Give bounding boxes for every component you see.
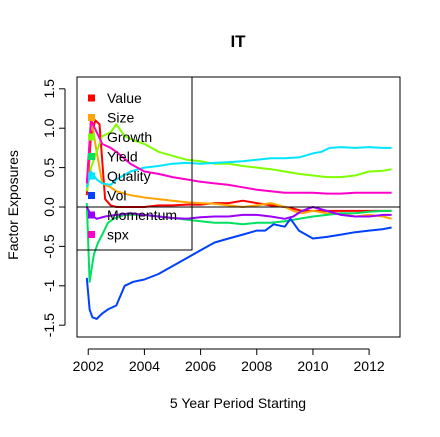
x-tick-label: 2012 (354, 358, 385, 374)
x-tick-label: 2004 (129, 358, 160, 374)
x-axis-label: 5 Year Period Starting (170, 395, 306, 411)
x-tick-label: 2008 (241, 358, 272, 374)
x-tick-label: 2002 (73, 358, 104, 374)
y-axis-label: Factor Exposures (5, 150, 21, 260)
legend: Value Size Growth Yield Quality Vol Momentum sp… (76, 76, 193, 251)
legend-label-size: Size (107, 110, 134, 126)
series-line-vol (85, 217, 392, 320)
legend-label-yield: Yield (107, 149, 138, 165)
series-line-spx (85, 119, 392, 195)
legend-label-vol: Vol (107, 188, 126, 204)
y-tick-label: 1.5 (41, 79, 57, 99)
chart-title: IT (230, 32, 246, 51)
y-tick-label: -0.5 (41, 234, 57, 258)
series-line-yield (85, 203, 392, 283)
legend-swatch-value (88, 94, 95, 102)
legend-label-growth: Growth (107, 129, 152, 145)
legend-label-spx: spx (107, 227, 129, 243)
y-tick-label: -1 (41, 279, 57, 292)
legend-label-quality: Quality (107, 168, 151, 184)
legend-swatch-vol (88, 192, 95, 199)
series-line-value (85, 119, 392, 212)
x-tick-label: 2006 (185, 358, 216, 374)
legend-swatch-growth (88, 133, 95, 141)
y-tick-label: -1.5 (41, 313, 57, 337)
legend-box (76, 76, 193, 251)
series-lines (85, 115, 392, 320)
series-line-momentum (85, 206, 392, 220)
legend-swatch-yield (88, 153, 95, 160)
y-tick-label: 0.5 (41, 158, 57, 178)
axes: 2002 2004 2006 2008 2010 2012 -1.5 -1 -0.5 0.0 0.5… (41, 79, 385, 374)
legend-swatch-momentum (88, 211, 95, 219)
y-tick-label: 1.0 (41, 118, 57, 138)
legend-swatch-spx (88, 231, 95, 238)
x-tick-label: 2010 (297, 358, 328, 374)
legend-swatch-quality (88, 172, 95, 180)
legend-label-value: Value (107, 90, 142, 106)
series-line-quality (85, 146, 392, 188)
y-tick-label: 0.0 (41, 197, 57, 217)
legend-swatch-size (88, 114, 95, 121)
legend-label-momentum: Momentum (107, 207, 177, 223)
